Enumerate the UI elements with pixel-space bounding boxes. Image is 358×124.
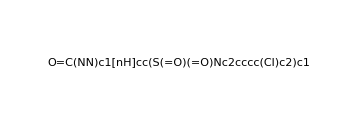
Text: O=C(NN)c1[nH]cc(S(=O)(=O)Nc2cccc(Cl)c2)c1: O=C(NN)c1[nH]cc(S(=O)(=O)Nc2cccc(Cl)c2)c… bbox=[48, 57, 310, 67]
